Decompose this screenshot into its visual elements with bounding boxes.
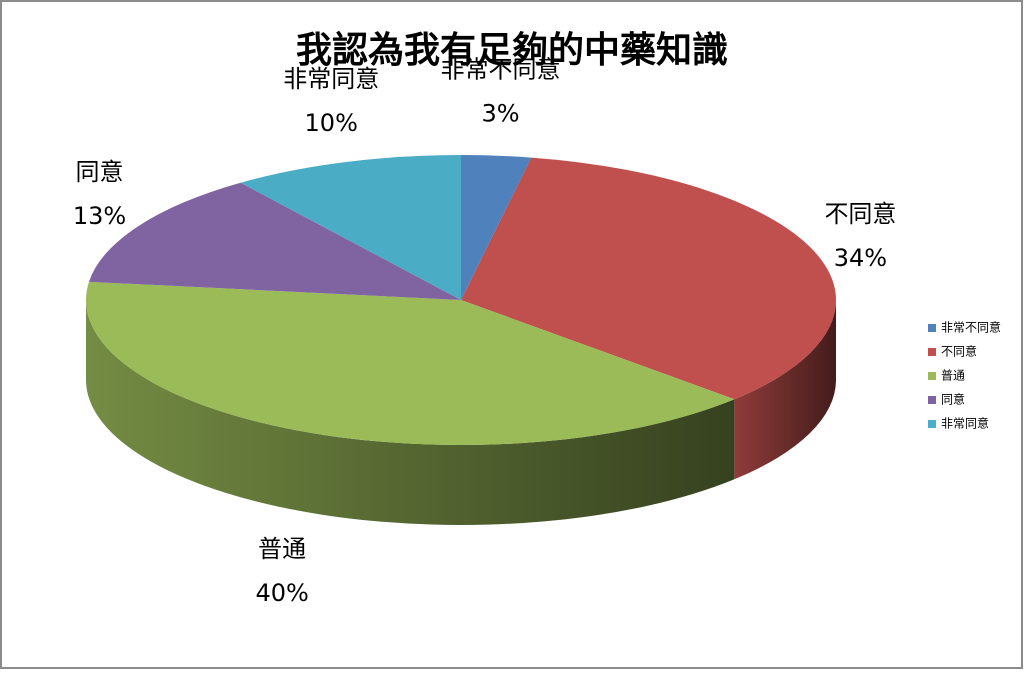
legend-label: 非常同意 xyxy=(941,416,989,431)
legend-swatch xyxy=(928,420,936,428)
legend-swatch xyxy=(928,324,936,332)
data-label-name: 不同意 xyxy=(824,200,896,228)
slice xyxy=(240,155,461,300)
legend-label: 普通 xyxy=(941,369,965,383)
data-label: 34% xyxy=(834,244,887,272)
data-label-name: 同意 xyxy=(75,158,123,186)
slice xyxy=(461,157,836,400)
slice xyxy=(85,281,735,445)
slice-side xyxy=(734,300,836,480)
legend-swatch xyxy=(928,396,936,404)
slice xyxy=(88,182,462,300)
data-label: 13% xyxy=(73,202,126,230)
slice-side xyxy=(85,300,735,525)
slice xyxy=(461,155,532,300)
data-label-name: 非常同意 xyxy=(283,65,379,93)
data-label: 3% xyxy=(481,100,519,128)
data-label: 10% xyxy=(305,109,358,137)
legend-swatch xyxy=(928,348,936,356)
chart-title: 我認為我有足夠的中藥知識 xyxy=(296,30,728,71)
data-label: 40% xyxy=(256,579,309,607)
data-label-name: 普通 xyxy=(258,535,306,563)
legend-swatch xyxy=(928,372,936,380)
legend-label: 不同意 xyxy=(941,344,977,359)
legend-label: 同意 xyxy=(941,392,965,407)
legend-label: 非常不同意 xyxy=(941,320,1001,335)
data-label-name: 非常不同意 xyxy=(441,56,561,84)
